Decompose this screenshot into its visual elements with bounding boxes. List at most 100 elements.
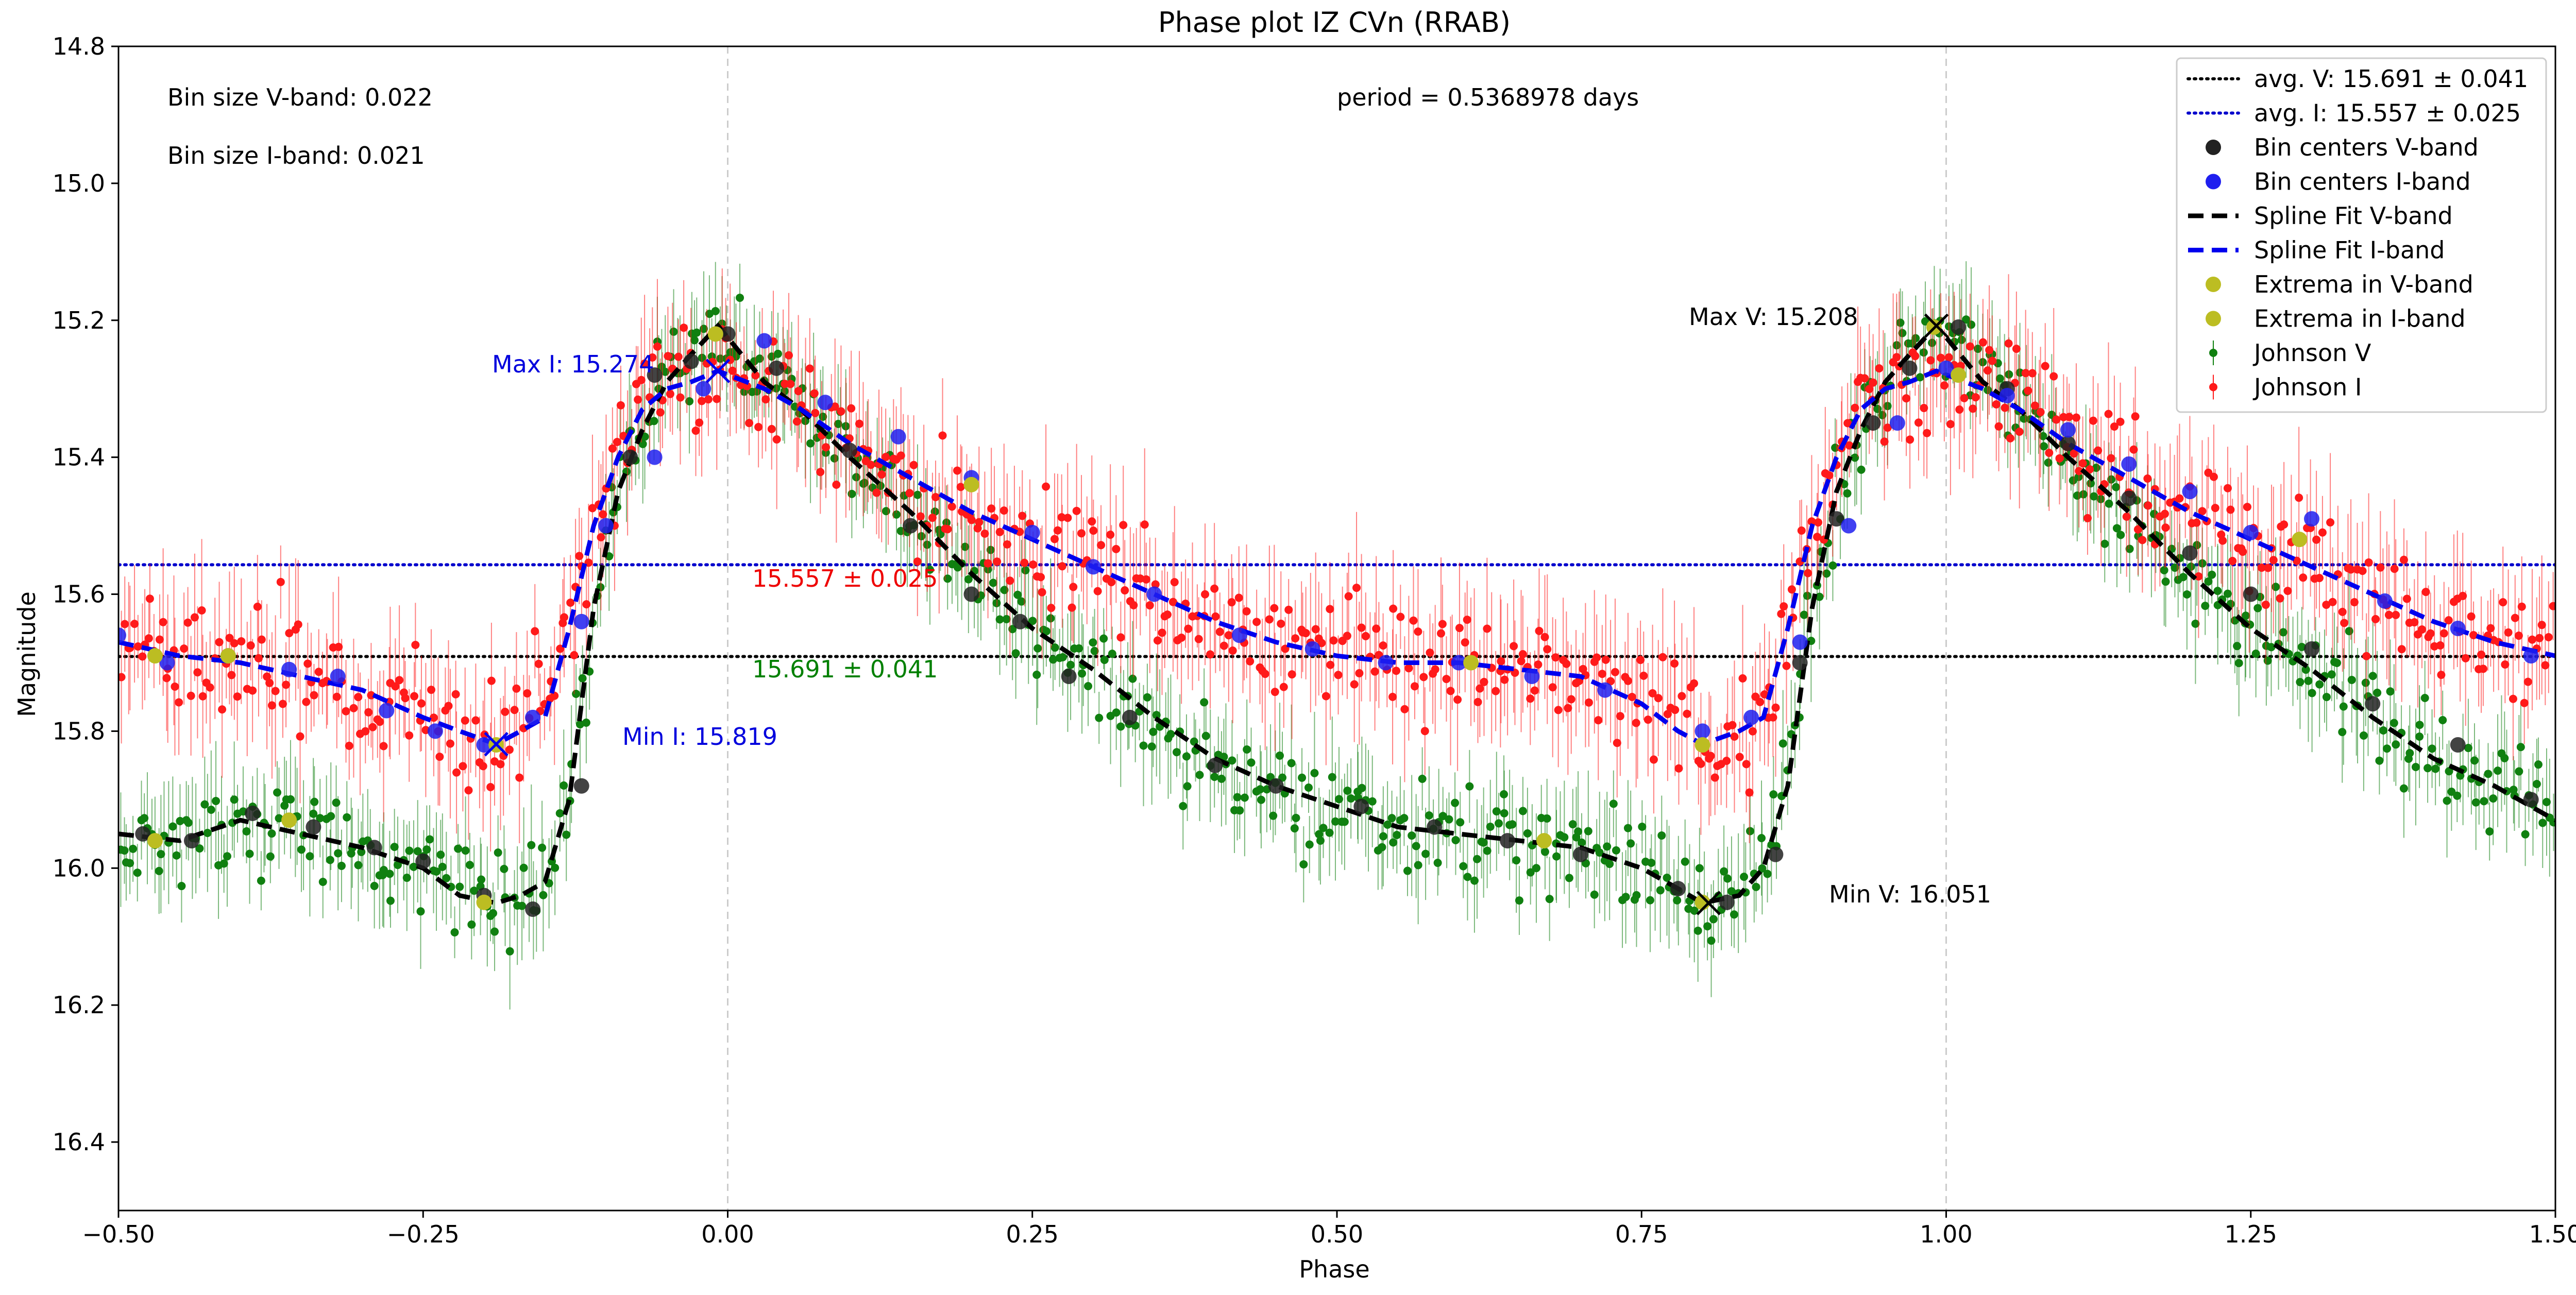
data-point [993,557,1002,566]
data-point [446,739,454,748]
data-point [2272,583,2280,591]
data-point [2078,459,2087,468]
data-point [1142,575,1150,584]
data-point [582,718,590,727]
data-point [1671,706,1680,714]
data-point [1611,668,1619,676]
extremum-point [963,476,979,492]
data-point [640,359,649,368]
data-point [1937,353,1945,362]
data-point [1632,719,1640,727]
data-point [1564,704,1572,712]
data-point [140,814,149,823]
data-point [1787,585,1796,594]
data-point [1800,610,1808,619]
data-point [2089,416,2097,425]
data-point [1955,405,1964,414]
data-point [1089,638,1097,647]
data-point [1425,811,1433,820]
bin-center-point [366,840,382,856]
data-point [1403,866,1412,875]
data-point [2411,762,2420,771]
data-point [302,697,311,706]
data-point [197,606,206,615]
johnson-i-scatter [118,268,2555,852]
data-point [2376,563,2385,572]
data-point [1383,820,1392,829]
data-point [2375,756,2384,765]
data-point [1032,670,1041,679]
data-point [2304,676,2313,685]
data-point [370,881,379,890]
data-point [1368,797,1377,806]
data-point [1228,646,1237,655]
data-point [309,809,318,818]
data-point [180,644,189,653]
bin-center-point [2182,484,2198,500]
data-point [2161,577,2170,586]
data-point [486,783,495,792]
y-tick-label: 15.2 [53,306,105,334]
bin-center-point [2450,737,2466,753]
bin-center-point [1524,669,1540,685]
data-point [2251,650,2260,658]
bin-center-point [1451,655,1467,671]
data-point [774,349,783,358]
data-point [1235,806,1244,815]
data-point [931,492,940,501]
data-point [527,841,536,849]
bin-center-point [963,586,979,602]
data-point [1119,521,1128,530]
data-point [1693,926,1702,935]
data-point [761,395,770,404]
data-point [698,397,706,405]
bin-center-point [2523,792,2539,808]
data-point [133,868,142,877]
data-point [1480,677,1488,686]
data-point [1649,755,1658,764]
data-point [578,674,587,683]
data-point [1797,526,1806,535]
data-point [534,659,543,668]
bin-center-point [683,353,699,369]
data-point [1621,893,1630,901]
data-point [2549,818,2555,827]
data-point [1508,820,1517,829]
data-point [1728,721,1737,729]
legend-label: Extrema in V-band [2254,270,2473,298]
data-point [2116,531,2125,539]
data-point [1758,864,1767,873]
data-point [1706,752,1715,760]
data-point [245,849,254,858]
bin-center-point [1951,319,1967,335]
data-point [1658,653,1667,661]
data-point [913,557,922,566]
data-point [1453,695,1462,704]
data-point [1326,660,1335,669]
data-point [916,512,925,521]
data-point [1470,876,1479,885]
data-point [2263,656,2272,665]
data-point [2308,689,2316,697]
data-point [1389,838,1398,847]
bin-center-point [1670,881,1686,897]
data-point [2444,616,2453,625]
data-point [429,713,438,722]
bin-center-point [2365,696,2381,712]
bin-center-point [1012,614,1028,629]
data-point [2039,442,2048,451]
data-point [2228,557,2237,566]
data-point [2384,610,2393,619]
data-point [1067,603,1076,612]
data-point [157,850,165,859]
data-point [1568,820,1577,829]
data-point [2191,619,2200,628]
data-point [409,862,418,871]
data-point [1683,709,1691,718]
data-point [190,613,199,622]
data-point [1058,562,1066,571]
extremum-point [476,894,492,910]
data-point [2194,572,2203,581]
data-point [892,510,901,519]
